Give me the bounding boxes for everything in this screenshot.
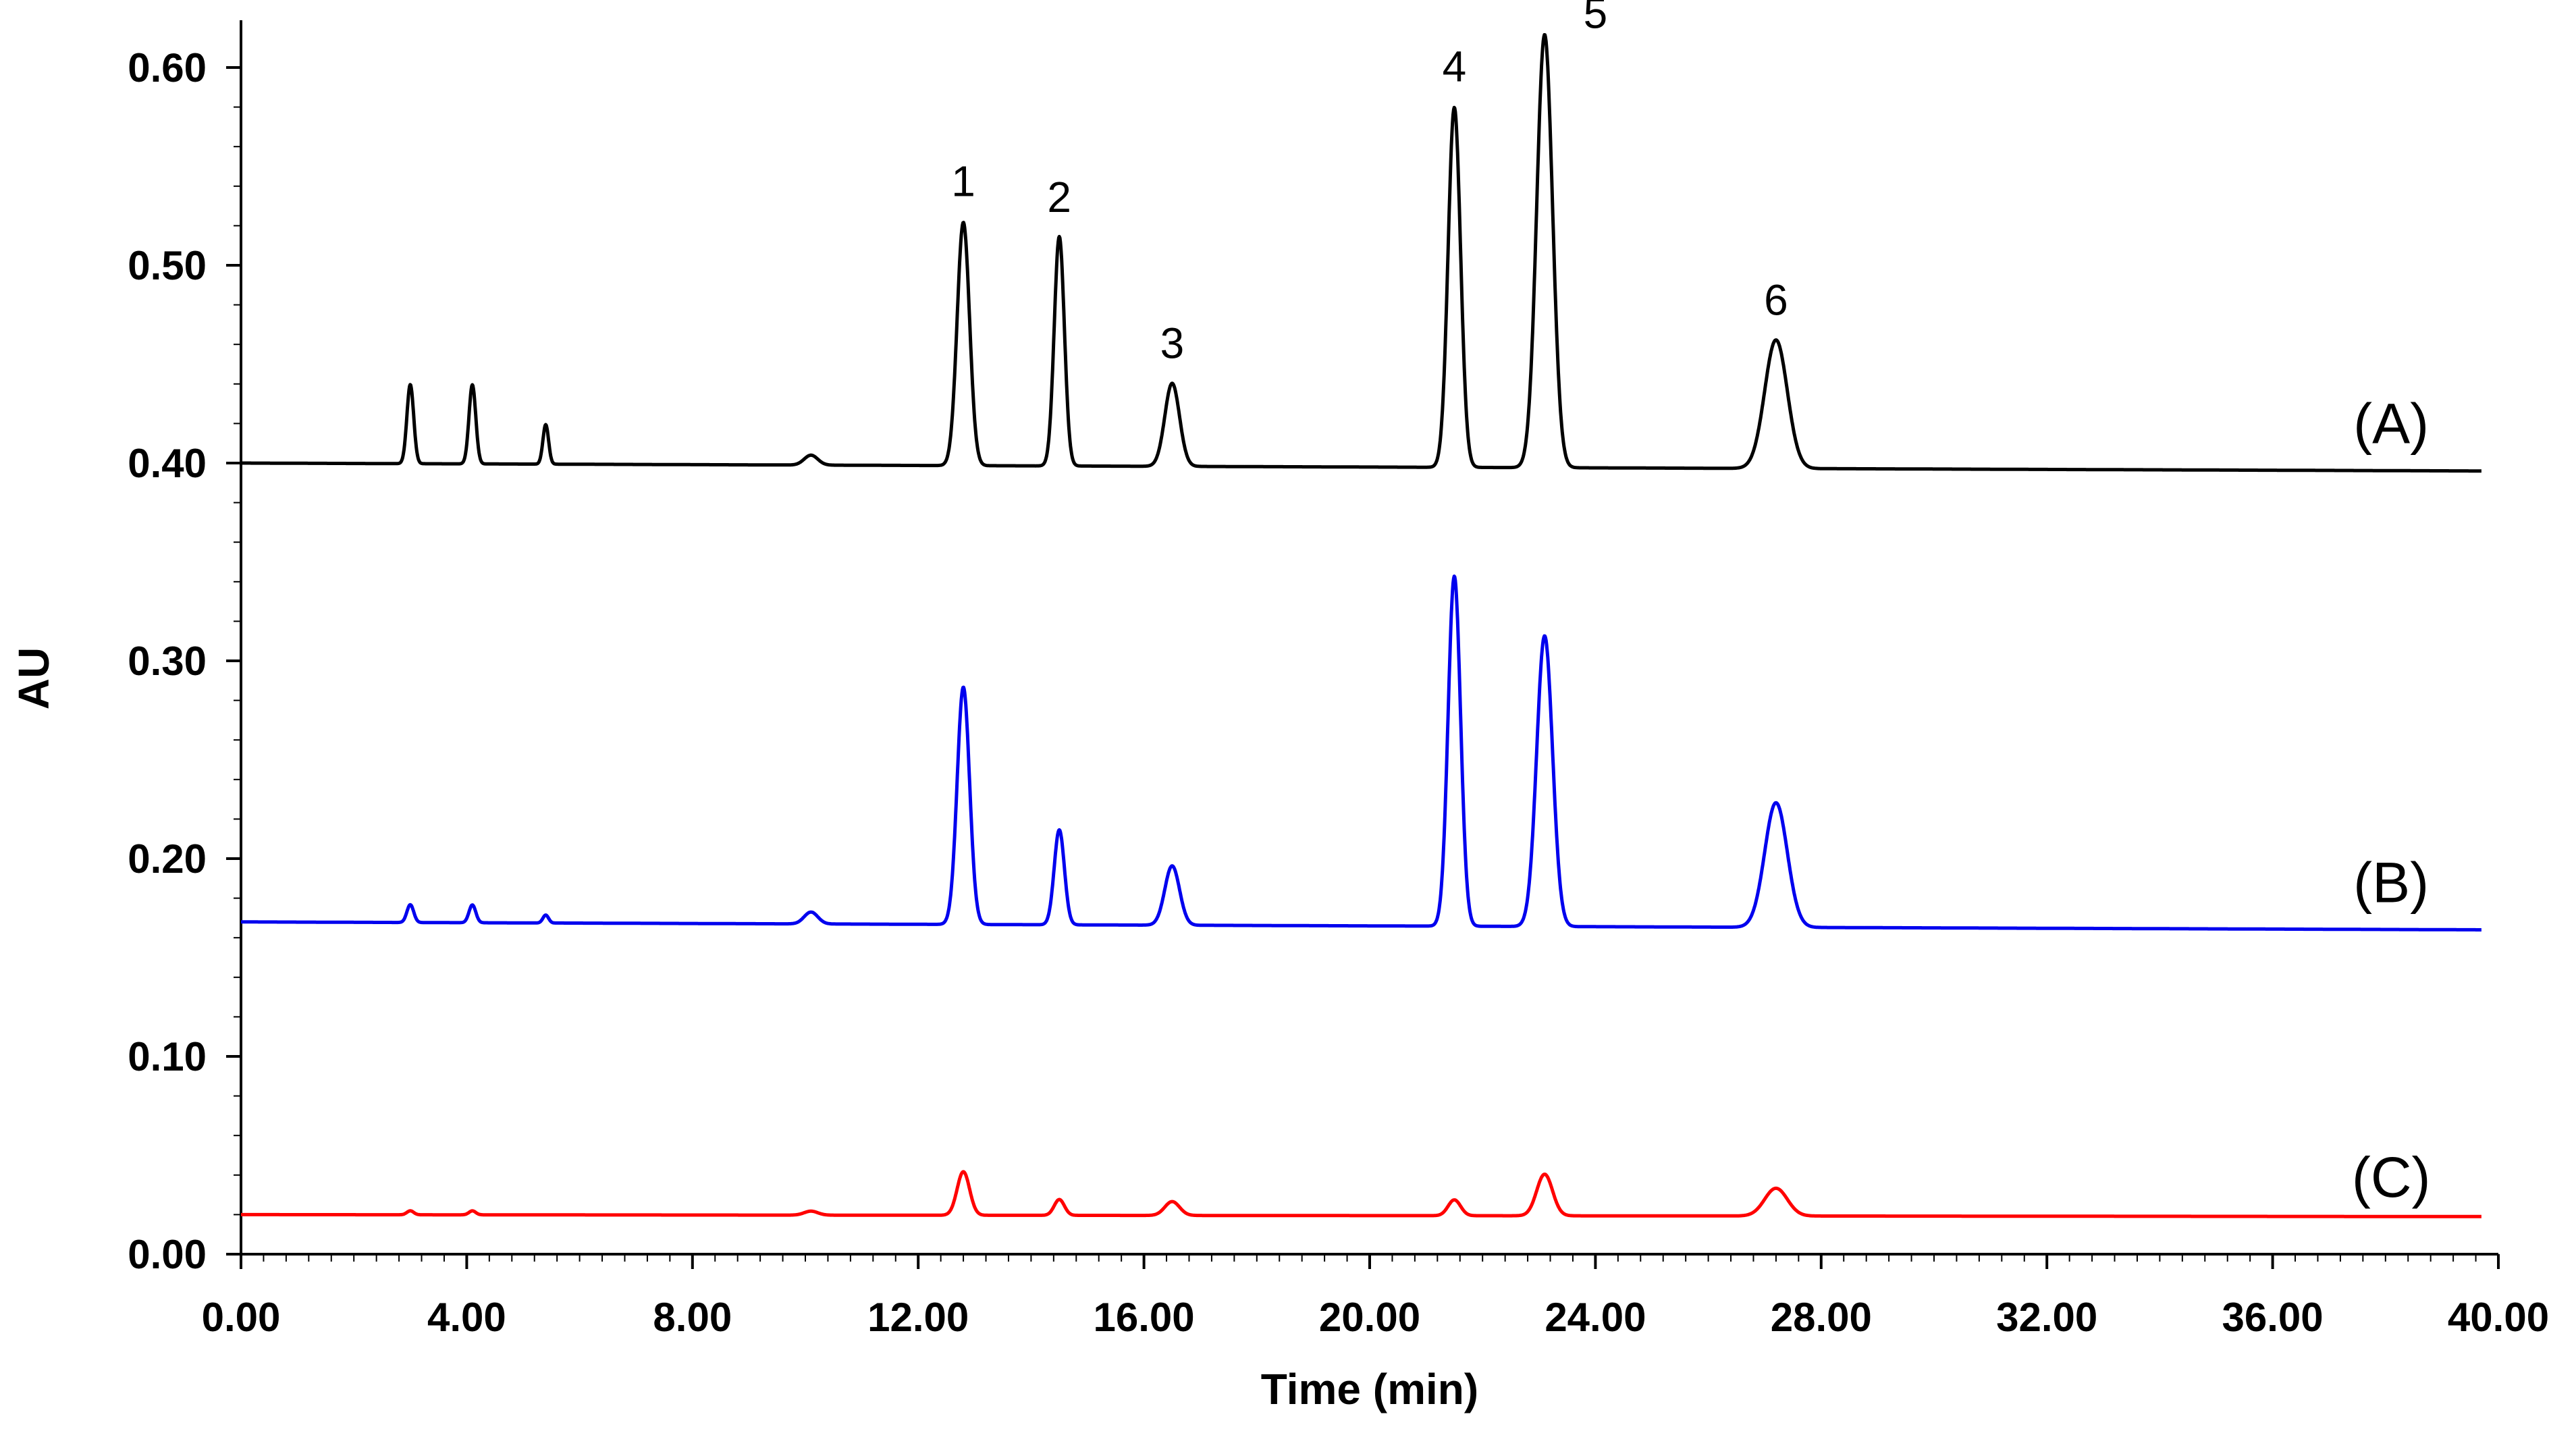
series-line xyxy=(240,33,2483,473)
y-axis-title: AU xyxy=(9,647,58,709)
x-tick-label: 32.00 xyxy=(1996,1295,2097,1340)
x-tick-label: 36.00 xyxy=(2222,1295,2324,1340)
x-tick-label: 24.00 xyxy=(1545,1295,1646,1340)
y-tick-label: 0.40 xyxy=(128,441,207,486)
series-line xyxy=(240,1170,2483,1218)
y-tick-label: 0.60 xyxy=(128,45,207,90)
chromatogram-traces xyxy=(240,33,2483,1218)
trace-label: (A) xyxy=(2353,392,2429,456)
x-tick-label: 8.00 xyxy=(653,1295,732,1340)
peak-label: 1 xyxy=(951,157,975,205)
x-tick-label: 0.00 xyxy=(202,1295,281,1340)
x-tick-label: 16.00 xyxy=(1094,1295,1195,1340)
y-tick-label: 0.50 xyxy=(128,243,207,288)
y-tick-label: 0.30 xyxy=(128,639,207,684)
series-line xyxy=(240,574,2483,932)
x-axis-title: Time (min) xyxy=(1261,1365,1478,1413)
y-axis-ticks xyxy=(226,66,241,1256)
peak-label: 6 xyxy=(1764,275,1788,324)
x-tick-label: 28.00 xyxy=(1771,1295,1872,1340)
y-axis-tick-labels: 0.00 0.10 0.20 0.30 0.40 0.50 0.60 xyxy=(128,45,207,1277)
x-tick-label: 40.00 xyxy=(2448,1295,2549,1340)
peak-label: 3 xyxy=(1160,319,1185,368)
y-tick-label: 0.00 xyxy=(128,1232,207,1277)
x-tick-label: 12.00 xyxy=(867,1295,969,1340)
peak-label: 5 xyxy=(1584,0,1608,37)
trace-label: (B) xyxy=(2353,851,2429,914)
y-tick-label: 0.20 xyxy=(128,836,207,882)
trace-label: (C) xyxy=(2352,1145,2431,1209)
trace-labels: (A) (B) (C) xyxy=(2352,392,2431,1209)
x-axis-tick-labels: 0.00 4.00 8.00 12.00 16.00 20.00 24.00 28.00 32.… xyxy=(202,1295,2549,1340)
y-tick-label: 0.10 xyxy=(128,1034,207,1079)
peak-label: 4 xyxy=(1443,43,1467,91)
peak-label: 2 xyxy=(1047,173,1071,221)
peak-annotations: 1 2 3 4 5 6 xyxy=(951,0,1788,368)
x-tick-label: 20.00 xyxy=(1319,1295,1420,1340)
plot-frame xyxy=(240,20,2498,1256)
x-axis-ticks xyxy=(240,1254,2500,1269)
x-tick-label: 4.00 xyxy=(427,1295,506,1340)
